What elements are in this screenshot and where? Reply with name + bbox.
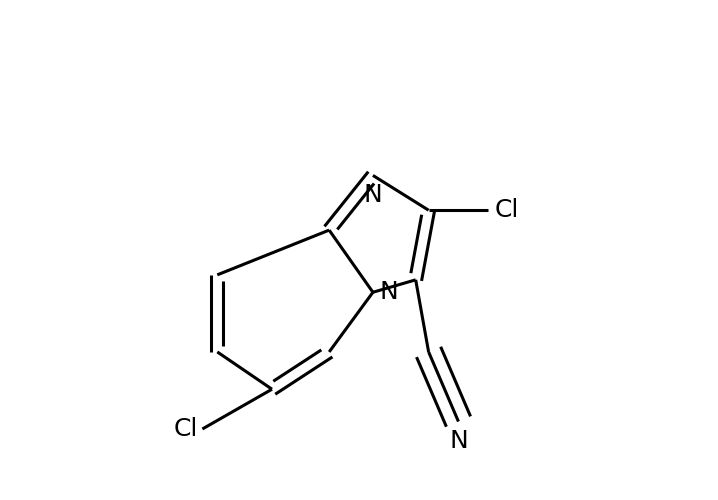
Text: N: N <box>379 280 398 304</box>
Text: N: N <box>363 183 382 207</box>
Text: N: N <box>449 429 468 453</box>
Text: Cl: Cl <box>495 198 519 222</box>
Text: Cl: Cl <box>174 417 198 441</box>
